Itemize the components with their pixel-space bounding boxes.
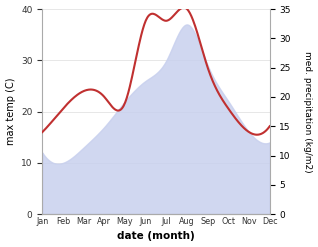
X-axis label: date (month): date (month) [117, 231, 195, 242]
Y-axis label: max temp (C): max temp (C) [5, 78, 16, 145]
Y-axis label: med. precipitation (kg/m2): med. precipitation (kg/m2) [303, 51, 313, 172]
